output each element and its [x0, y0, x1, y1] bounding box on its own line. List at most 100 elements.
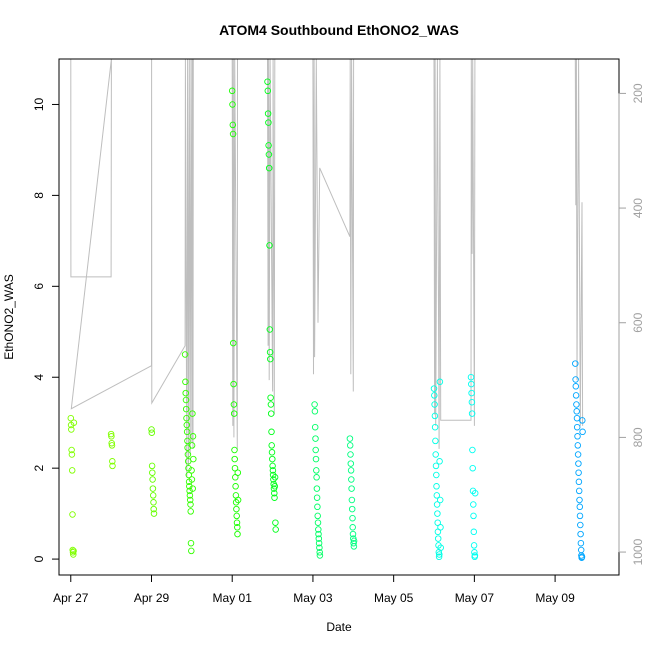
data-point-series-7: [430, 385, 438, 392]
data-point-series-2: [182, 405, 190, 413]
x-axis-label: Date: [326, 620, 352, 634]
data-point-series-5: [316, 549, 323, 556]
data-point-series-3: [230, 339, 237, 347]
data-point-series-7: [433, 483, 440, 490]
data-point-series-4: [267, 410, 275, 417]
data-point-series-3: [229, 101, 236, 108]
data-point-series-0: [68, 426, 75, 433]
data-point-series-2: [188, 476, 196, 483]
data-point-series-6: [349, 524, 356, 531]
data-point-series-2: [188, 547, 195, 555]
y-tick-label: 2: [32, 465, 46, 472]
data-point-series-4: [265, 164, 273, 172]
data-point-series-0: [70, 551, 77, 558]
data-point-series-8: [469, 446, 476, 454]
y-tick-label: 0: [32, 555, 46, 562]
data-point-series-9: [573, 423, 581, 431]
data-point-series-7: [431, 412, 439, 420]
data-point-series-9: [574, 442, 582, 449]
data-point-series-9: [576, 503, 584, 511]
data-point-series-1: [149, 492, 157, 499]
data-point-series-0: [108, 442, 116, 449]
data-point-series-2: [182, 396, 190, 404]
data-point-series-0: [67, 414, 75, 422]
data-point-series-4: [271, 474, 279, 481]
data-point-series-5: [315, 539, 323, 547]
data-point-series-8: [468, 410, 476, 417]
data-point-series-1: [150, 510, 158, 517]
data-point-series-4: [271, 494, 278, 501]
data-point-series-9: [573, 401, 580, 408]
data-point-series-2: [190, 455, 197, 463]
data-point-series-3: [230, 380, 237, 388]
data-point-series-9: [575, 469, 582, 476]
data-point-series-5: [312, 435, 319, 442]
data-point-series-8: [468, 380, 475, 388]
data-point-series-8: [467, 373, 475, 381]
secondary-tick-label: 400: [631, 198, 645, 218]
data-point-series-8: [470, 528, 478, 536]
data-point-series-3: [229, 121, 237, 129]
data-point-series-6: [348, 485, 355, 492]
data-point-series-3: [233, 512, 240, 520]
data-point-series-9: [575, 460, 582, 467]
data-point-series-5: [315, 535, 323, 542]
data-point-series-4: [269, 467, 277, 474]
data-point-series-5: [311, 401, 318, 408]
data-point-series-4: [266, 348, 274, 356]
data-point-series-4: [271, 483, 279, 490]
data-point-series-7: [432, 451, 439, 458]
data-point-series-3: [234, 530, 241, 538]
data-point-series-4: [267, 401, 275, 408]
data-point-series-0: [108, 439, 115, 447]
x-tick-label: May 03: [293, 591, 333, 605]
data-point-series-4: [269, 462, 276, 470]
data-point-series-9: [578, 553, 586, 561]
data-point-series-2: [187, 539, 195, 547]
data-point-series-9: [577, 521, 584, 529]
data-point-series-2: [181, 351, 189, 358]
data-point-series-5: [313, 474, 320, 481]
data-point-series-7: [431, 392, 438, 399]
data-point-series-3: [231, 455, 238, 463]
data-point-series-0: [68, 446, 75, 454]
data-point-series-8: [470, 501, 477, 508]
data-point-series-2: [183, 428, 191, 436]
data-point-series-2: [183, 421, 191, 429]
data-point-series-1: [148, 426, 155, 433]
data-point-series-7: [434, 535, 442, 542]
data-point-series-8: [470, 512, 477, 520]
data-point-series-1: [150, 499, 157, 506]
data-point-series-2: [187, 508, 194, 515]
chart-title: ATOM4 Southbound EthONO2_WAS: [219, 22, 459, 38]
data-point-series-7: [431, 401, 438, 408]
data-point-series-7: [433, 492, 441, 499]
plot-area: Apr 27 Apr 29 May 01 May 03 May 05 May 07 May …: [32, 58, 645, 605]
data-point-series-4: [272, 526, 279, 533]
data-point-series-8: [471, 552, 479, 559]
y-tick-label: 4: [32, 374, 46, 381]
data-point-series-2: [186, 496, 194, 504]
data-point-series-6: [347, 460, 355, 467]
data-point-series-3: [230, 410, 238, 417]
data-point-series-6: [349, 514, 356, 522]
data-point-series-0: [107, 430, 115, 438]
data-point-series-2: [188, 467, 195, 474]
data-point-series-5: [313, 494, 321, 501]
data-point-series-3: [228, 87, 236, 95]
data-point-series-6: [346, 435, 354, 442]
data-point-series-2: [189, 410, 196, 417]
secondary-trace-line: [70, 59, 584, 478]
data-point-series-4: [264, 87, 272, 95]
data-point-series-9: [579, 417, 586, 424]
data-point-series-2: [189, 433, 197, 440]
data-point-series-5: [312, 455, 320, 463]
secondary-tick-label: 600: [631, 312, 645, 332]
data-point-series-2: [184, 437, 191, 445]
data-point-series-4: [265, 119, 272, 126]
data-point-series-7: [436, 378, 444, 386]
data-point-series-8: [470, 542, 478, 549]
data-point-series-4: [272, 519, 279, 526]
data-point-series-0: [70, 547, 77, 555]
data-point-series-2: [189, 485, 196, 492]
